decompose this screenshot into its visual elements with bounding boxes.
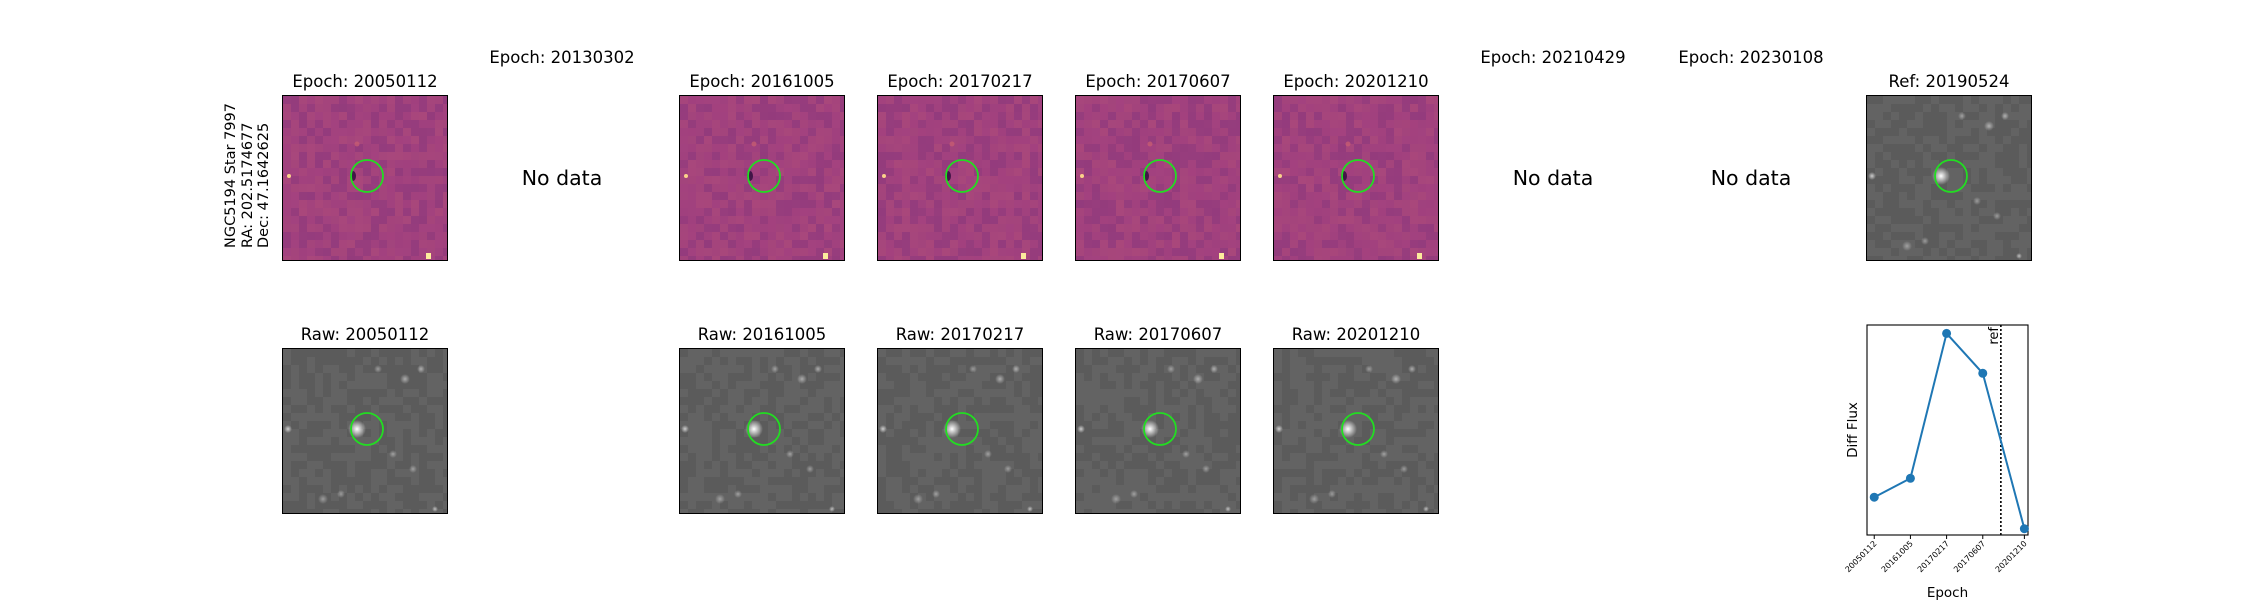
no-data-label: No data [1711,166,1792,190]
raw-panel-title: Raw: 20161005 [698,325,827,344]
difference-panel [1273,95,1439,261]
raw-image [680,349,845,514]
no-data-label: No data [522,166,603,190]
star-ra: RA: 202.5174677 [240,103,257,248]
difference-panel [679,95,845,261]
raw-panel [1273,348,1439,514]
raw-image [878,349,1043,514]
raw-panel-title: Raw: 20170607 [1094,325,1223,344]
difference-image [1076,96,1241,261]
data-point-20050112 [1870,493,1879,502]
panel-title: Epoch: 20201210 [1283,72,1428,91]
difference-image [878,96,1043,261]
x-tick-label: 20050112 [1843,539,1878,574]
y-axis-label: Diff Flux [1845,402,1861,458]
difference-panel [1075,95,1241,261]
raw-panel-title: Raw: 20201210 [1292,325,1421,344]
raw-panel-title: Raw: 20050112 [301,325,430,344]
reference-line-label: ref [1987,327,2002,345]
panel-title: Epoch: 20161005 [689,72,834,91]
star-dec: Dec: 47.1642625 [256,103,273,248]
panel-title: Epoch: 20170607 [1085,72,1230,91]
difference-panel [282,95,448,261]
x-axis-label: Epoch [1927,585,1968,600]
difference-panel [877,95,1043,261]
raw-panel [282,348,448,514]
star-name: NGC5194 Star 7997 [223,103,240,248]
raw-panel [679,348,845,514]
no-data-label: No data [1513,166,1594,190]
plot-frame [1867,325,2028,535]
difference-image [680,96,845,261]
panel-title: Epoch: 20130302 [489,48,634,67]
x-tick-label: 20161005 [1880,539,1915,574]
panel-title: Epoch: 20170217 [887,72,1032,91]
star-info-label: NGC5194 Star 7997 RA: 202.5174677 Dec: 4… [223,103,273,248]
data-point-20170217 [1942,329,1951,338]
series-line [1874,333,2024,528]
x-tick-label: 20170607 [1952,539,1987,574]
difference-image [283,96,448,261]
x-tick-label: 20201210 [1994,539,2029,574]
data-point-20161005 [1906,474,1915,483]
raw-panel [877,348,1043,514]
reference-image [1867,96,2032,261]
panel-title: Epoch: 20230108 [1678,48,1823,67]
difference-image [1274,96,1439,261]
reference-panel [1866,95,2032,261]
x-tick-label: 20170217 [1916,539,1951,574]
data-point-20170607 [1978,369,1987,378]
data-point-20201210 [2020,524,2029,533]
raw-image [283,349,448,514]
raw-image [1076,349,1241,514]
panel-title: Ref: 20190524 [1889,72,2010,91]
raw-panel-title: Raw: 20170217 [896,325,1025,344]
panel-title: Epoch: 20050112 [292,72,437,91]
raw-image [1274,349,1439,514]
raw-panel [1075,348,1241,514]
panel-title: Epoch: 20210429 [1480,48,1625,67]
